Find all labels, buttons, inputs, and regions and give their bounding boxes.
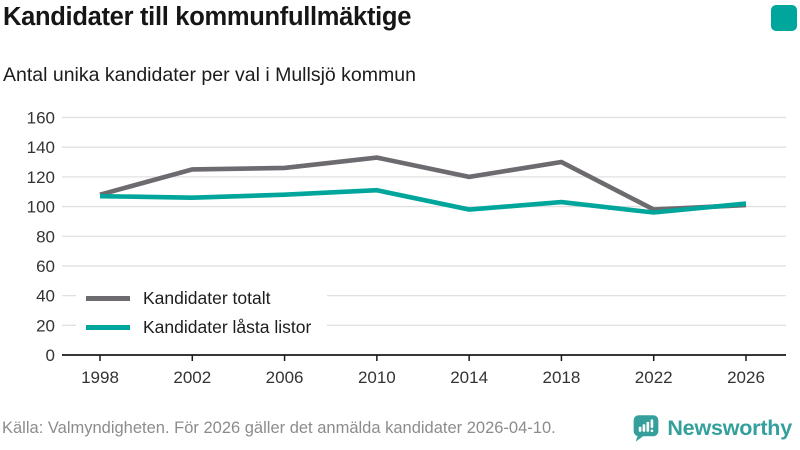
y-tick-label: 40 [36, 287, 55, 306]
legend-item-kandidater-totalt: Kandidater totalt [86, 286, 311, 310]
x-tick-label: 2006 [266, 368, 304, 387]
newsworthy-logo: Newsworthy [632, 414, 792, 442]
y-tick-label: 100 [27, 198, 55, 217]
footer: Källa: Valmyndigheten. För 2026 gäller d… [0, 412, 800, 450]
x-tick-label: 2022 [635, 368, 673, 387]
newsworthy-speech-bubble-icon [634, 415, 659, 442]
legend-swatch-lasta-listor [86, 324, 130, 330]
legend-label-totalt: Kandidater totalt [143, 287, 271, 308]
y-tick-label: 160 [27, 109, 55, 128]
legend-swatch-totalt [86, 295, 130, 301]
chart-legend: Kandidater totalt Kandidater låsta listo… [76, 283, 328, 345]
y-tick-label: 0 [46, 346, 55, 365]
chart-subtitle: Antal unika kandidater per val i Mullsjö… [3, 64, 416, 86]
legend-item-kandidater-lasta-listor: Kandidater låsta listor [86, 315, 311, 339]
x-tick-label: 2010 [358, 368, 396, 387]
line-chart: 0 20 40 60 80 100 120 140 160 1998 2002 2006 2010 201… [27, 109, 786, 387]
newsworthy-wordmark: Newsworthy [667, 415, 792, 440]
y-tick-label: 80 [36, 227, 55, 246]
y-tick-label: 120 [27, 168, 55, 187]
legend-label-lasta-listor: Kandidater låsta listor [143, 316, 312, 337]
source-note: Källa: Valmyndigheten. För 2026 gäller d… [2, 418, 556, 437]
x-tick-label: 1998 [81, 368, 119, 387]
x-tick-label: 2014 [450, 368, 488, 387]
x-tick-label: 2002 [173, 368, 211, 387]
y-tick-label: 140 [27, 138, 55, 157]
x-tick-label: 2026 [727, 368, 765, 387]
x-tick-label: 2018 [543, 368, 581, 387]
y-tick-label: 60 [36, 257, 55, 276]
page-title: Kandidater till kommunfullmäktige [3, 3, 412, 31]
brand-mark [771, 5, 797, 31]
y-tick-label: 20 [36, 316, 55, 335]
series-line-0 [99, 155, 747, 212]
series-line-1 [99, 187, 747, 215]
